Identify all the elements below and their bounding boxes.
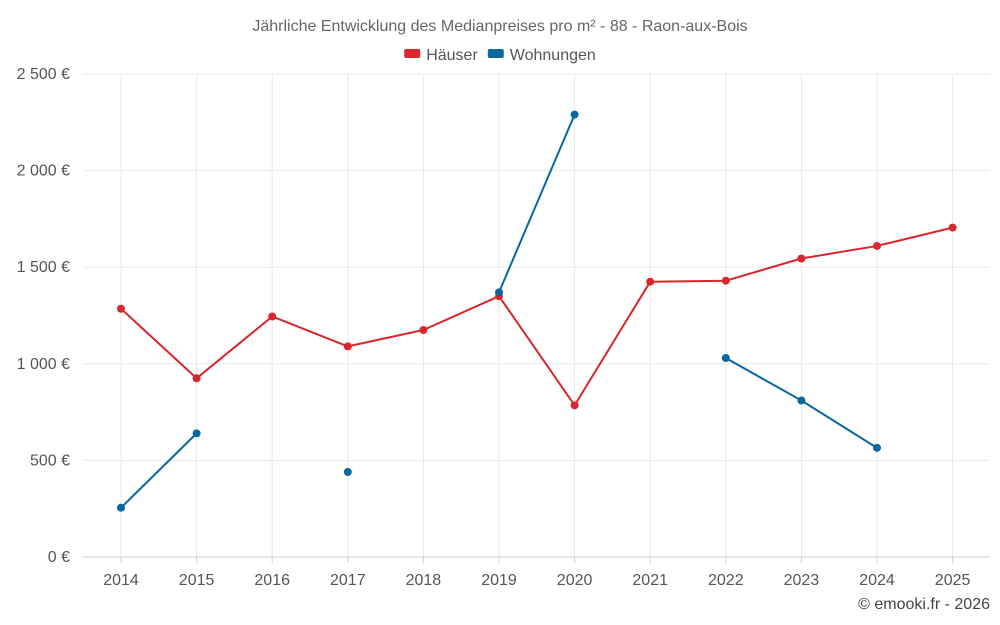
- series-layer: [117, 110, 957, 512]
- legend-label: Wohnungen: [510, 47, 596, 64]
- x-tick-label: 2023: [784, 572, 820, 589]
- data-point[interactable]: [192, 374, 201, 383]
- data-point[interactable]: [797, 396, 806, 405]
- data-point[interactable]: [570, 110, 579, 119]
- credit-text: © emooki.fr - 2026: [858, 596, 990, 613]
- y-tick-label: 1 000 €: [17, 356, 70, 373]
- data-point[interactable]: [721, 354, 730, 363]
- data-point[interactable]: [873, 443, 881, 452]
- legend-item-1[interactable]: Wohnungen: [487, 47, 596, 64]
- y-tick-label: 500 €: [30, 452, 70, 469]
- data-point[interactable]: [117, 503, 125, 512]
- legend-label: Häuser: [426, 47, 478, 64]
- legend: Häuser Wohnungen: [404, 47, 596, 64]
- y-tick-label: 2 000 €: [17, 163, 70, 180]
- data-point[interactable]: [343, 342, 352, 351]
- data-point[interactable]: [646, 277, 655, 286]
- series-line: [120, 226, 953, 407]
- x-tick-label: 2025: [935, 572, 971, 589]
- x-tick-label: 2024: [859, 572, 895, 589]
- data-point[interactable]: [948, 223, 957, 232]
- data-point[interactable]: [268, 312, 277, 321]
- x-tick-label: 2015: [179, 572, 215, 589]
- x-tick-label: 2014: [103, 572, 139, 589]
- data-point[interactable]: [797, 254, 806, 263]
- legend-item-0[interactable]: Häuser: [404, 47, 478, 64]
- series-1: [117, 110, 881, 512]
- data-point[interactable]: [192, 429, 201, 438]
- x-tick-label: 2019: [481, 572, 517, 589]
- chart-title: Jährliche Entwicklung des Medianpreises …: [252, 18, 747, 35]
- data-point[interactable]: [873, 241, 881, 250]
- legend-swatch: [487, 49, 504, 58]
- x-axis: 2014 2015 2016 2017 2018 2019 2020 2021 2022 2023…: [83, 556, 990, 589]
- data-point[interactable]: [721, 276, 730, 285]
- series-line: [498, 114, 576, 293]
- data-point[interactable]: [419, 325, 428, 334]
- y-tick-label: 1 500 €: [17, 259, 70, 276]
- data-point[interactable]: [343, 467, 352, 476]
- series-line: [120, 432, 198, 509]
- x-tick-label: 2016: [254, 572, 290, 589]
- legend-swatch: [404, 49, 421, 58]
- y-axis: 0 € 500 € 1 000 € 1 500 € 2 000 € 2 500 €: [17, 66, 70, 566]
- x-tick-label: 2021: [632, 572, 668, 589]
- data-point[interactable]: [117, 304, 125, 313]
- x-tick-label: 2018: [406, 572, 442, 589]
- x-tick-label: 2017: [330, 572, 366, 589]
- series-0: [117, 223, 957, 410]
- y-tick-label: 0 €: [48, 549, 70, 566]
- grid: [83, 73, 990, 557]
- x-tick-label: 2022: [708, 572, 744, 589]
- data-point[interactable]: [570, 401, 579, 410]
- data-point[interactable]: [495, 288, 503, 297]
- x-tick-label: 2020: [557, 572, 593, 589]
- y-tick-label: 2 500 €: [17, 66, 70, 83]
